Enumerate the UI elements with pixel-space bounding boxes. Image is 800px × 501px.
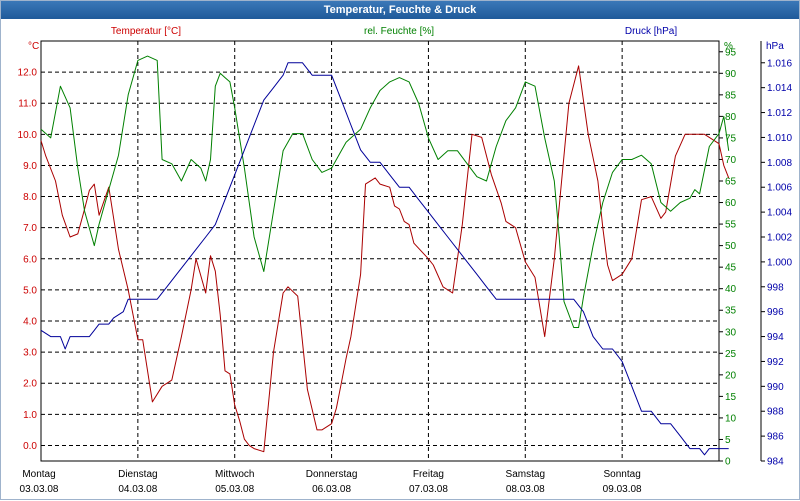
humidity-tick-label: 50 bbox=[725, 241, 737, 252]
humidity-axis: 0 5 10 15 20 25 30 35 40 45 50 55 60 65 70 75 80 85 90 95 bbox=[718, 41, 737, 468]
x-tick-label-date: 07.03.08 bbox=[409, 484, 448, 495]
x-tick-label-day: Samstag bbox=[506, 469, 545, 480]
x-tick-label-day: Freitag bbox=[413, 469, 444, 480]
humidity-tick-label: 70 bbox=[725, 155, 737, 166]
pressure-axis: 984 986 988 990 992 994 996 998 1.000 1.002 1.004 1… bbox=[760, 41, 792, 468]
humidity-tick-label: 75 bbox=[725, 133, 737, 144]
series-line-humidity bbox=[40, 55, 730, 328]
pressure-tick-label: 1.002 bbox=[767, 233, 792, 244]
pressure-tick-label: 1.010 bbox=[767, 133, 792, 144]
x-axis: Montag 03.03.08 Dienstag 04.03.08 Mittwoch 05… bbox=[20, 469, 643, 495]
temperature-tick-label: 0.0 bbox=[23, 441, 37, 452]
x-tick-label-day: Montag bbox=[22, 469, 55, 480]
temperature-tick-label: 6.0 bbox=[23, 254, 37, 265]
pressure-tick-label: 998 bbox=[767, 282, 784, 293]
temperature-tick-label: 11.0 bbox=[18, 99, 37, 110]
x-tick-label-date: 03.03.08 bbox=[20, 484, 59, 495]
temperature-tick-label: 12.0 bbox=[18, 68, 38, 79]
series-line-temperature bbox=[40, 65, 730, 453]
humidity-tick-label: 10 bbox=[725, 413, 737, 424]
series-line-pressure bbox=[40, 62, 729, 456]
x-tick-label-day: Donnerstag bbox=[306, 469, 358, 480]
humidity-tick-label: 45 bbox=[725, 263, 737, 274]
x-tick-label-day: Sonntag bbox=[604, 469, 641, 480]
temperature-tick-label: 2.0 bbox=[23, 379, 37, 390]
plot-area-border bbox=[40, 40, 720, 462]
pressure-tick-label: 1.008 bbox=[767, 158, 792, 169]
temperature-tick-label: 1.0 bbox=[23, 410, 37, 421]
pressure-tick-label: 988 bbox=[767, 407, 784, 418]
humidity-tick-label: 65 bbox=[725, 177, 737, 188]
humidity-unit-label: % bbox=[724, 41, 733, 52]
temperature-tick-label: 5.0 bbox=[23, 285, 37, 296]
x-tick-label-day: Dienstag bbox=[118, 469, 157, 480]
pressure-unit-label: hPa bbox=[766, 41, 784, 52]
temperature-tick-label: 4.0 bbox=[23, 317, 37, 328]
grid bbox=[41, 41, 719, 461]
pressure-tick-label: 1.014 bbox=[767, 83, 792, 94]
window-title: Temperatur, Feuchte & Druck bbox=[1, 1, 799, 19]
x-tick-label-date: 04.03.08 bbox=[118, 484, 157, 495]
humidity-tick-label: 80 bbox=[725, 112, 737, 123]
legend-temperature: Temperatur [°C] bbox=[111, 26, 181, 37]
pressure-tick-label: 994 bbox=[767, 332, 784, 343]
humidity-tick-label: 55 bbox=[725, 220, 737, 231]
pressure-tick-label: 996 bbox=[767, 307, 784, 318]
x-tick-label-date: 09.03.08 bbox=[603, 484, 642, 495]
humidity-tick-label: 85 bbox=[725, 90, 737, 101]
temperature-tick-label: 9.0 bbox=[23, 161, 37, 172]
temperature-tick-label: 7.0 bbox=[23, 223, 37, 234]
pressure-tick-label: 1.000 bbox=[767, 257, 792, 268]
x-tick-label-date: 08.03.08 bbox=[506, 484, 545, 495]
temperature-tick-label: 8.0 bbox=[23, 192, 37, 203]
humidity-tick-label: 60 bbox=[725, 198, 737, 209]
humidity-tick-label: 90 bbox=[725, 69, 737, 80]
humidity-tick-label: 15 bbox=[725, 392, 737, 403]
x-tick-label-day: Mittwoch bbox=[215, 469, 254, 480]
humidity-tick-label: 30 bbox=[725, 327, 737, 338]
humidity-tick-label: 40 bbox=[725, 284, 737, 295]
humidity-tick-label: 5 bbox=[725, 435, 731, 446]
humidity-tick-label: 25 bbox=[725, 349, 737, 360]
legend-pressure: Druck [hPa] bbox=[625, 26, 677, 37]
temperature-axis: 0.0 1.0 2.0 3.0 4.0 5.0 6.0 7.0 8.0 9.0 10.0 11.0 12… bbox=[18, 68, 38, 452]
pressure-tick-label: 992 bbox=[767, 357, 784, 368]
series-lines bbox=[40, 55, 730, 456]
humidity-tick-label: 20 bbox=[725, 370, 737, 381]
pressure-tick-label: 1.006 bbox=[767, 183, 792, 194]
temperature-tick-label: 10.0 bbox=[18, 130, 38, 141]
humidity-tick-label: 95 bbox=[725, 47, 737, 58]
x-tick-label-date: 06.03.08 bbox=[312, 484, 351, 495]
humidity-tick-label: 35 bbox=[725, 306, 737, 317]
x-tick-label-date: 05.03.08 bbox=[215, 484, 254, 495]
pressure-tick-label: 1.016 bbox=[767, 58, 792, 69]
pressure-tick-label: 986 bbox=[767, 432, 784, 443]
humidity-tick-label: 0 bbox=[725, 457, 731, 468]
pressure-tick-label: 1.012 bbox=[767, 108, 792, 119]
pressure-tick-label: 984 bbox=[767, 457, 784, 468]
temperature-tick-label: 3.0 bbox=[23, 348, 37, 359]
legend-humidity: rel. Feuchte [%] bbox=[364, 26, 434, 37]
temperature-unit-label: °C bbox=[28, 41, 39, 52]
pressure-tick-label: 990 bbox=[767, 382, 784, 393]
pressure-tick-label: 1.004 bbox=[767, 208, 792, 219]
